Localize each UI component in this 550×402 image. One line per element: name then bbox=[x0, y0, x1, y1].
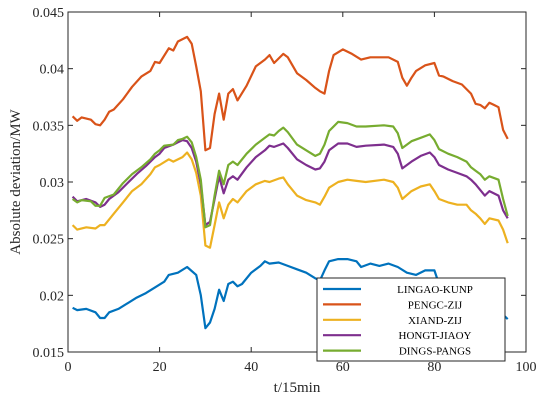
x-tick-label: 20 bbox=[153, 360, 167, 375]
y-axis-ticks: 0.015 0.02 0.025 0.03 0.035 0.04 0.045 bbox=[33, 6, 526, 361]
x-tick-label: 0 bbox=[65, 360, 72, 375]
series-line-1 bbox=[71, 35, 509, 152]
x-axis-label: t/15min bbox=[274, 380, 321, 396]
y-tick-label: 0.035 bbox=[33, 119, 65, 134]
y-tick-label: 0.015 bbox=[33, 346, 65, 361]
legend-label-0: LINGAO-KUNP bbox=[397, 284, 473, 296]
legend-label-1: PENGC-ZIJ bbox=[408, 299, 463, 311]
y-tick-label: 0.025 bbox=[33, 233, 65, 248]
x-tick-label: 80 bbox=[427, 360, 441, 375]
legend-label-4: DINGS-PANGS bbox=[399, 346, 471, 358]
series-line-3 bbox=[71, 139, 509, 227]
y-tick-label: 0.045 bbox=[33, 6, 65, 21]
y-axis-label: Absolute deviation/MW bbox=[8, 108, 24, 254]
legend: LINGAO-KUNP PENGC-ZIJ XIAND-ZIJ HONGT-JIAOY… bbox=[316, 277, 506, 362]
y-tick-label: 0.04 bbox=[40, 63, 65, 78]
x-tick-label: 100 bbox=[516, 360, 537, 375]
series-line-4 bbox=[71, 120, 509, 229]
legend-label-3: HONGT-JIAOY bbox=[399, 330, 472, 342]
y-tick-label: 0.02 bbox=[40, 289, 65, 304]
y-tick-label: 0.03 bbox=[40, 176, 65, 191]
x-tick-label: 60 bbox=[336, 360, 350, 375]
legend-label-2: XIAND-ZIJ bbox=[408, 315, 462, 327]
x-tick-label: 40 bbox=[244, 360, 258, 375]
series-line-2 bbox=[71, 151, 509, 249]
